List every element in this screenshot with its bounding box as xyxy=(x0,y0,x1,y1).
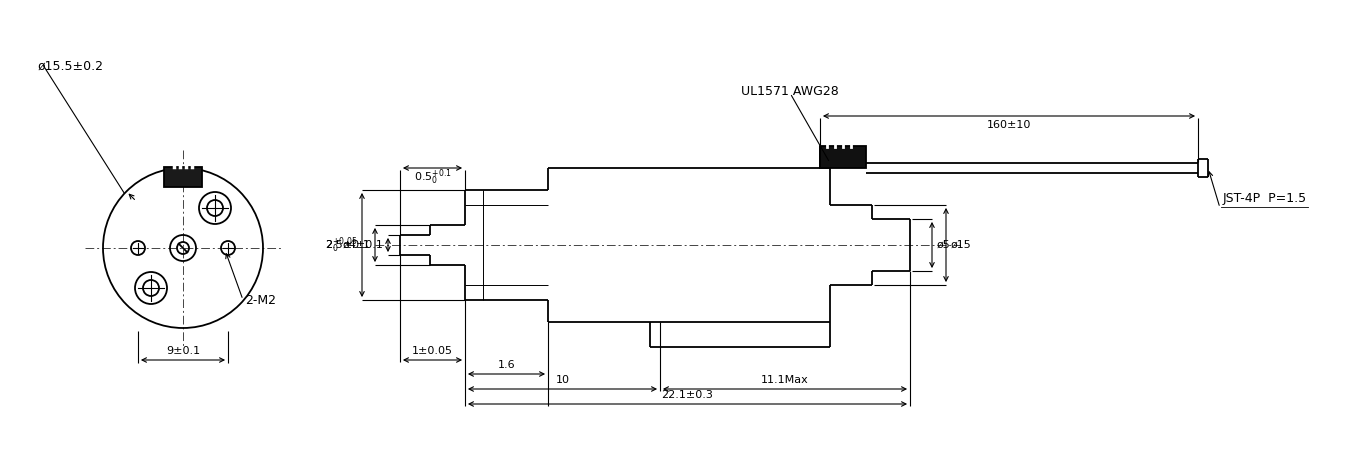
Text: 1±0.05: 1±0.05 xyxy=(413,346,452,356)
Text: 1.6: 1.6 xyxy=(498,360,515,370)
Text: 22.1±0.3: 22.1±0.3 xyxy=(662,390,713,400)
Text: ø15: ø15 xyxy=(951,240,972,250)
Text: 9±0.1: 9±0.1 xyxy=(166,346,200,356)
Bar xyxy=(165,167,202,187)
Text: 11.1Max: 11.1Max xyxy=(761,375,809,385)
Text: JST-4P  P=1.5: JST-4P P=1.5 xyxy=(1223,191,1307,204)
Text: 2-M2: 2-M2 xyxy=(245,293,276,307)
Text: $2^{+0.05}_{0}$: $2^{+0.05}_{0}$ xyxy=(325,235,356,255)
Text: $0.5^{+0.1}_{0}$: $0.5^{+0.1}_{0}$ xyxy=(414,167,451,187)
Text: ø4±0.1: ø4±0.1 xyxy=(343,240,383,250)
Text: 160±10: 160±10 xyxy=(987,120,1031,130)
Text: 2.5±0.1: 2.5±0.1 xyxy=(325,240,370,250)
Text: 10: 10 xyxy=(555,375,569,385)
Bar xyxy=(820,146,866,168)
Text: UL1571 AWG28: UL1571 AWG28 xyxy=(742,85,839,98)
Text: ø15.5±0.2: ø15.5±0.2 xyxy=(38,60,104,73)
Text: ø5: ø5 xyxy=(936,240,950,250)
